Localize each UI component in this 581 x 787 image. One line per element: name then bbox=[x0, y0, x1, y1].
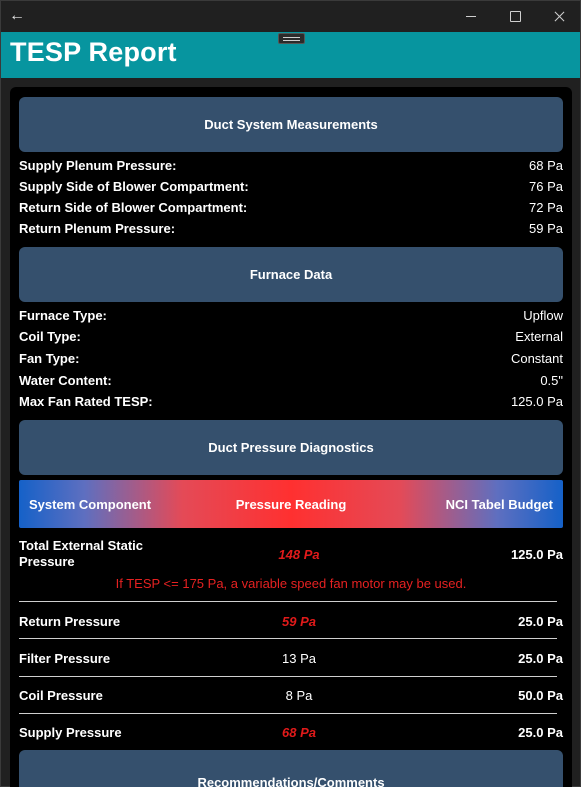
tesp-budget: 125.0 Pa bbox=[510, 547, 563, 562]
kv-label: Supply Side of Blower Compartment: bbox=[19, 179, 249, 194]
column-component: System Component bbox=[29, 497, 152, 512]
max-fan-tesp-row: Max Fan Rated TESP: 125.0 Pa bbox=[19, 392, 563, 412]
maximize-icon[interactable] bbox=[505, 6, 525, 26]
row-name: Filter Pressure bbox=[19, 651, 111, 666]
kv-value: 59 Pa bbox=[529, 221, 563, 236]
row-reading: 59 Pa bbox=[282, 614, 316, 629]
row-divider bbox=[19, 713, 557, 714]
return-pressure-row: Return Pressure 59 Pa 25.0 Pa bbox=[19, 614, 563, 632]
page-title: TESP Report bbox=[10, 37, 177, 67]
column-budget: NCI Tabel Budget bbox=[445, 497, 553, 512]
diagnostics-column-header: Pressure Reading System Component NCI Ta… bbox=[19, 480, 563, 528]
kv-value: Upflow bbox=[523, 308, 563, 323]
kv-value: 76 Pa bbox=[529, 179, 563, 194]
coil-pressure-row: Coil Pressure 8 Pa 50.0 Pa bbox=[19, 688, 563, 706]
close-icon[interactable] bbox=[549, 6, 569, 26]
tesp-name-line2: Pressure bbox=[19, 554, 75, 569]
supply-plenum-row: Supply Plenum Pressure: 68 Pa bbox=[19, 156, 563, 176]
row-divider bbox=[19, 638, 557, 639]
row-divider bbox=[19, 676, 557, 677]
drag-handle-icon[interactable] bbox=[278, 33, 305, 44]
minimize-icon[interactable] bbox=[461, 6, 481, 26]
kv-value: 0.5" bbox=[540, 373, 563, 388]
column-reading: Pressure Reading bbox=[235, 497, 347, 512]
title-bar: ← bbox=[1, 1, 580, 32]
diagnostics-header[interactable]: Duct Pressure Diagnostics bbox=[19, 420, 563, 475]
furnace-data-header[interactable]: Furnace Data bbox=[19, 247, 563, 302]
row-name: Return Pressure bbox=[19, 614, 121, 629]
kv-value: 125.0 Pa bbox=[510, 394, 563, 409]
tesp-name-line1: Total External Static bbox=[19, 538, 144, 553]
row-budget: 25.0 Pa bbox=[518, 614, 563, 629]
coil-type-row: Coil Type: External bbox=[19, 327, 563, 347]
tesp-row: Total External Static Pressure 148 Pa 12… bbox=[19, 538, 563, 572]
kv-label: Supply Plenum Pressure: bbox=[19, 158, 177, 173]
fan-type-row: Fan Type: Constant bbox=[19, 349, 563, 369]
row-name: Coil Pressure bbox=[19, 688, 103, 703]
kv-label: Coil Type: bbox=[19, 329, 81, 344]
report-content[interactable]: Duct System Measurements Supply Plenum P… bbox=[10, 87, 572, 787]
row-divider bbox=[19, 601, 557, 602]
row-reading: 8 Pa bbox=[285, 688, 313, 703]
kv-label: Max Fan Rated TESP: bbox=[19, 394, 153, 409]
supply-blower-row: Supply Side of Blower Compartment: 76 Pa bbox=[19, 177, 563, 197]
kv-value: Constant bbox=[510, 351, 563, 366]
recommendations-header[interactable]: Recommendations/Comments bbox=[19, 750, 563, 787]
return-blower-row: Return Side of Blower Compartment: 72 Pa bbox=[19, 198, 563, 218]
filter-pressure-row: Filter Pressure 13 Pa 25.0 Pa bbox=[19, 651, 563, 669]
row-name: Supply Pressure bbox=[19, 725, 122, 740]
furnace-type-row: Furnace Type: Upflow bbox=[19, 306, 563, 326]
row-budget: 50.0 Pa bbox=[518, 688, 563, 703]
kv-label: Furnace Type: bbox=[19, 308, 107, 323]
row-reading: 68 Pa bbox=[282, 725, 316, 740]
row-budget: 25.0 Pa bbox=[518, 725, 563, 740]
kv-value: 68 Pa bbox=[529, 158, 563, 173]
tesp-note: If TESP <= 175 Pa, a variable speed fan … bbox=[115, 576, 467, 591]
water-content-row: Water Content: 0.5" bbox=[19, 371, 563, 391]
kv-value: 72 Pa bbox=[529, 200, 563, 215]
kv-label: Return Plenum Pressure: bbox=[19, 221, 176, 236]
tesp-reading: 148 Pa bbox=[278, 547, 320, 562]
row-reading: 13 Pa bbox=[282, 651, 316, 666]
row-budget: 25.0 Pa bbox=[518, 651, 563, 666]
supply-pressure-row: Supply Pressure 68 Pa 25.0 Pa bbox=[19, 725, 563, 743]
kv-label: Return Side of Blower Compartment: bbox=[19, 200, 248, 215]
kv-label: Fan Type: bbox=[19, 351, 80, 366]
back-arrow-icon[interactable]: ← bbox=[9, 7, 25, 24]
duct-system-header[interactable]: Duct System Measurements bbox=[19, 97, 563, 152]
kv-value: External bbox=[515, 329, 563, 344]
kv-label: Water Content: bbox=[19, 373, 112, 388]
return-plenum-row: Return Plenum Pressure: 59 Pa bbox=[19, 219, 563, 239]
